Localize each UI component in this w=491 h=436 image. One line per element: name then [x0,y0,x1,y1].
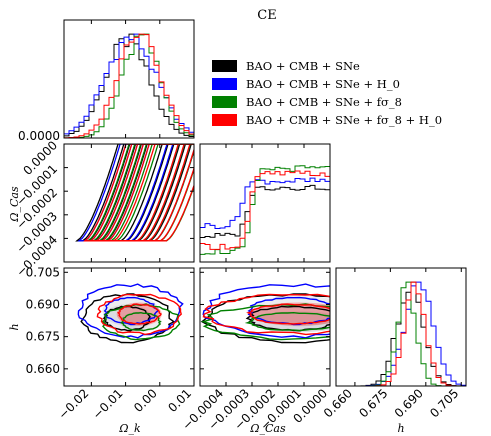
legend-swatch-2 [212,78,237,90]
contour-line-1 [102,305,151,332]
density-fill-3 [120,311,162,332]
contour-line-4 [106,144,185,242]
x-axis-label-omega_cas: Ω_Cas [249,422,286,435]
contour-line-4 [83,144,194,242]
y-tick-label: 0.705 [26,265,60,279]
contour-line-1 [75,144,192,242]
contour-line-4 [100,144,191,242]
contour-line-4 [88,144,194,242]
y-axis-label-omega_cas: Ω_Cas [8,186,21,223]
contour-line-2 [202,283,330,339]
contour-line-2 [103,296,159,326]
contours-omega_k-h [77,283,184,344]
histogram-omega_cas [200,165,330,255]
contour-line-2 [247,296,330,326]
legend-swatch-4 [212,114,237,126]
legend-swatch-1 [212,60,237,72]
histogram-line-2 [200,177,330,230]
contour-line-4 [94,144,194,242]
y-tick-label: 0.675 [26,330,60,344]
y-tick-label-top: 0.0000 [18,129,60,143]
contour-line-4 [96,293,182,336]
chart-title: CE [257,8,276,23]
contour-line-3 [200,303,330,341]
density-fill-3 [249,311,330,332]
contour-line-3 [244,311,330,332]
legend-swatch-3 [212,96,237,108]
legend-label-4: BAO + CMB + SNe + fσ_8 + H_0 [246,113,442,127]
density-fill-1 [102,304,152,333]
y-tick-label: 0.690 [26,297,60,311]
contour-line-1 [80,144,187,242]
histogram-line-3 [200,165,330,255]
legend: BAO + CMB + SNe BAO + CMB + SNe + H_0 BAO … [212,59,442,127]
x-axis-label-h: h [397,422,404,435]
panel-frame [63,267,195,387]
contour-line-4 [117,303,162,325]
contour-line-3 [119,311,162,332]
contour-line-4 [112,144,179,242]
x-axis-label-omega_k: Ω_k [118,422,141,435]
legend-label-1: BAO + CMB + SNe [246,59,360,73]
panel-frame [199,267,331,387]
contour-line-4 [202,293,330,336]
density-fill-2 [249,295,330,327]
histogram-line-4 [64,33,194,138]
y-tick-label: 0.660 [26,362,60,376]
histogram-line-3 [64,33,194,138]
panel-frame [63,19,195,139]
histogram-line-2 [64,33,194,135]
legend-label-2: BAO + CMB + SNe + H_0 [246,77,400,91]
histogram-omega_k [64,33,194,138]
histogram-line-1 [200,184,330,238]
panel-frame [63,143,195,263]
density-fill-2 [102,295,159,327]
contour-line-3 [101,303,181,341]
contours-omega_k-omega_cas [75,144,194,242]
panel-frame [335,267,467,387]
histogram-line-1 [64,33,194,138]
y-axis-label-h: h [8,323,21,330]
density-fill-4 [116,302,162,326]
legend-label-3: BAO + CMB + SNe + fσ_8 [246,95,402,109]
contours-omega_cas-h [200,283,330,344]
density-fill-1 [249,304,330,333]
contour-line-2 [77,283,184,339]
panel-frame [199,143,331,263]
contour-line-4 [246,303,330,325]
histogram-line-4 [200,170,330,250]
